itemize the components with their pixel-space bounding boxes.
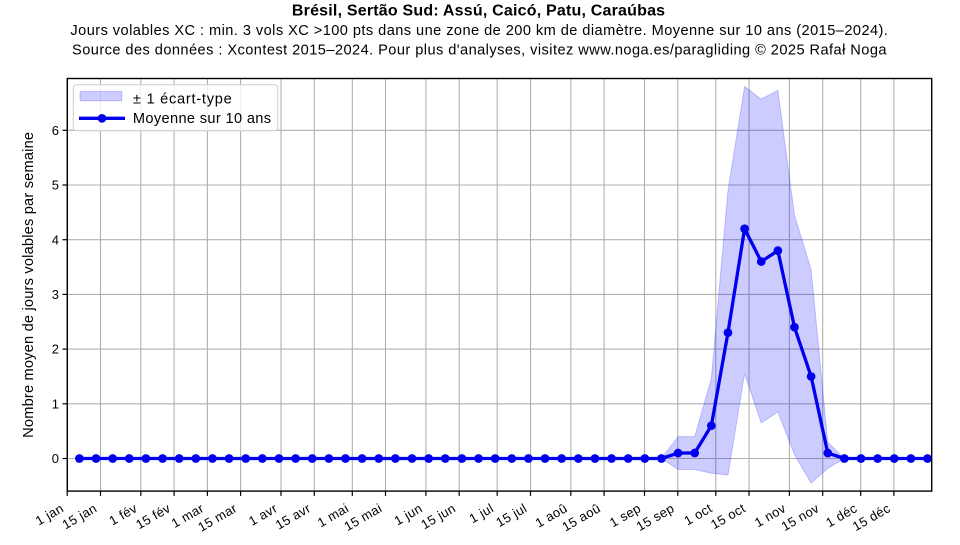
- svg-text:Moyenne sur 10 ans: Moyenne sur 10 ans: [133, 111, 272, 127]
- svg-text:1: 1: [52, 396, 60, 411]
- svg-text:Jours volables XC : min. 3 vol: Jours volables XC : min. 3 vols XC >100 …: [70, 23, 888, 39]
- svg-text:± 1 écart-type: ± 1 écart-type: [133, 91, 233, 107]
- svg-text:Source des données : Xcontest: Source des données : Xcontest 2015–2024.…: [72, 43, 887, 59]
- svg-text:Nombre moyen de jours volables: Nombre moyen de jours volables par semai…: [21, 132, 37, 438]
- svg-text:0: 0: [52, 451, 60, 466]
- svg-text:6: 6: [52, 123, 60, 138]
- svg-text:Brésil, Sertão Sud: Assú, Caic: Brésil, Sertão Sud: Assú, Caicó, Patu, C…: [292, 3, 665, 20]
- svg-text:4: 4: [52, 232, 60, 247]
- svg-text:5: 5: [52, 178, 60, 193]
- svg-text:2: 2: [52, 342, 60, 357]
- svg-text:3: 3: [52, 287, 60, 302]
